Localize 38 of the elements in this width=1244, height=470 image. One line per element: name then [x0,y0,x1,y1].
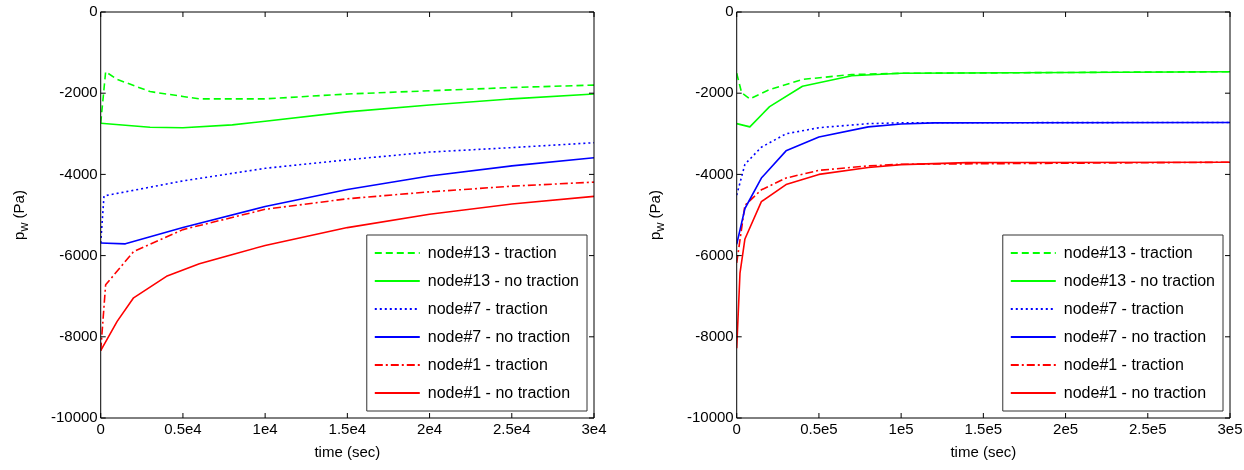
legend-label: node#7 - traction [427,300,548,318]
x-axis-title: time (sec) [314,443,381,461]
x-tick-label: 2.5e5 [1129,420,1167,438]
legend-label: node#7 - traction [1063,300,1184,318]
legend-label: node#1 - no traction [427,384,571,402]
y-tick-label: -4000 [695,164,734,182]
y-tick-label: -2000 [59,83,98,101]
x-tick-label: 1e5 [888,420,914,438]
legend-label: node#7 - no traction [1063,328,1207,346]
x-tick-label: 3e5 [1217,420,1243,438]
legend-label: node#13 - traction [1063,244,1193,262]
x-tick-label: 1e4 [252,420,278,438]
y-tick-label: -6000 [695,245,734,263]
x-tick-label: 2.5e4 [493,420,531,438]
x-tick-label: 3e4 [581,420,607,438]
legend-label: node#1 - traction [427,356,548,374]
y-tick-label: -8000 [59,326,98,344]
y-tick-label: -8000 [695,326,734,344]
legend-label: node#13 - no traction [1063,272,1215,290]
y-tick-label: -2000 [695,83,734,101]
y-tick-label: -10000 [50,408,98,426]
x-tick-label: 1.5e4 [328,420,367,438]
legend-label: node#13 - traction [427,244,557,262]
y-tick-label: -6000 [59,245,98,263]
legend-label: node#13 - no traction [427,272,579,290]
legend-label: node#1 - no traction [1063,384,1207,402]
x-tick-label: 2e4 [417,420,443,438]
legend-label: node#1 - traction [1063,356,1184,374]
x-tick-label: 0.5e5 [800,420,838,438]
y-tick-label: 0 [725,2,734,20]
x-tick-label: 2e5 [1053,420,1079,438]
legend-label: node#7 - no traction [427,328,571,346]
x-tick-label: 0.5e4 [164,420,202,438]
x-axis-title: time (sec) [950,443,1017,461]
y-tick-label: -4000 [59,164,98,182]
y-tick-label: -10000 [686,408,734,426]
x-tick-label: 1.5e5 [964,420,1003,438]
y-tick-label: 0 [89,2,98,20]
